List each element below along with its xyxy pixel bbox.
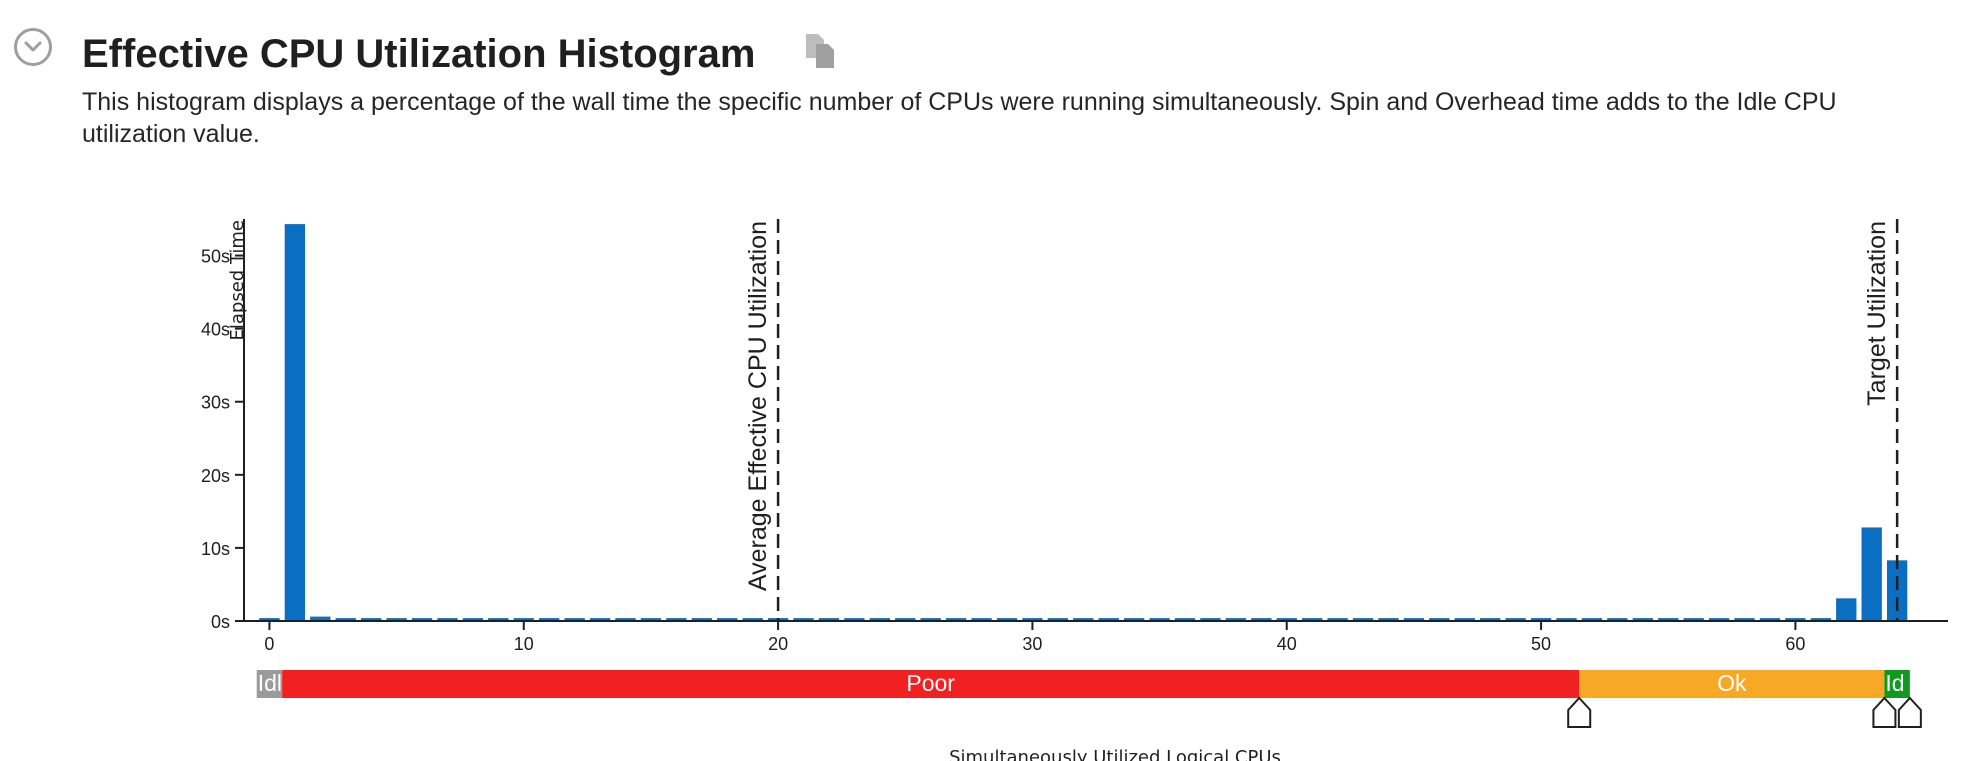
- histogram-bar[interactable]: [1454, 618, 1475, 621]
- histogram-bar[interactable]: [411, 618, 433, 621]
- histogram-bar[interactable]: [1556, 618, 1577, 621]
- histogram-bar[interactable]: [1225, 618, 1247, 621]
- histogram-bar[interactable]: [793, 618, 814, 621]
- histogram-bar[interactable]: [971, 618, 992, 621]
- threshold-handle[interactable]: [1567, 696, 1592, 728]
- threshold-handle[interactable]: [1897, 696, 1922, 728]
- histogram-bar[interactable]: [1327, 618, 1348, 621]
- x-tick-label: 60: [1785, 634, 1805, 654]
- section-description: This histogram displays a percentage of …: [82, 88, 1837, 148]
- histogram-bar[interactable]: [1352, 618, 1374, 621]
- histogram-bar[interactable]: [335, 618, 356, 621]
- histogram-bar[interactable]: [666, 618, 687, 621]
- histogram-bar[interactable]: [1861, 527, 1882, 621]
- histogram-bar[interactable]: [284, 224, 306, 621]
- y-tick-label: 10s: [201, 539, 230, 559]
- histogram-bar[interactable]: [895, 618, 916, 621]
- x-axis-label: Simultaneously Utilized Logical CPUs: [949, 747, 1281, 761]
- utilization-band: [1579, 670, 1885, 698]
- y-tick-label: 20s: [201, 466, 230, 486]
- y-tick-label: 40s: [201, 320, 230, 340]
- y-tick-label: 30s: [201, 393, 230, 413]
- histogram-bar[interactable]: [259, 618, 280, 621]
- histogram-bar[interactable]: [1607, 618, 1628, 621]
- histogram-bar[interactable]: [386, 618, 407, 621]
- histogram-bar[interactable]: [742, 618, 763, 621]
- histogram-bar[interactable]: [691, 618, 712, 621]
- histogram-bar[interactable]: [1378, 618, 1399, 621]
- x-tick-label: 20: [768, 634, 788, 654]
- histogram-bar[interactable]: [1403, 618, 1425, 621]
- histogram-bar[interactable]: [1785, 618, 1806, 621]
- histogram-bar[interactable]: [615, 618, 636, 621]
- histogram-bar[interactable]: [1505, 618, 1526, 621]
- histogram-bar[interactable]: [539, 618, 560, 621]
- histogram-bar[interactable]: [1276, 618, 1297, 621]
- histogram-bar[interactable]: [1530, 618, 1552, 621]
- histogram-bar[interactable]: [564, 618, 585, 621]
- histogram-bar[interactable]: [360, 618, 382, 621]
- chevron-down-circle-icon[interactable]: [14, 28, 52, 66]
- histogram-bar[interactable]: [844, 618, 865, 621]
- histogram-bar[interactable]: [1886, 560, 1908, 621]
- utilization-band-label: Id: [1885, 670, 1904, 696]
- x-tick-label: 40: [1277, 634, 1297, 654]
- x-tick-label: 50: [1531, 634, 1551, 654]
- histogram-bar[interactable]: [1200, 618, 1221, 621]
- histogram-bar[interactable]: [640, 618, 662, 621]
- histogram-bar[interactable]: [1708, 618, 1730, 621]
- histogram-bar[interactable]: [1251, 618, 1272, 621]
- histogram-bar[interactable]: [1174, 618, 1196, 621]
- histogram-bar[interactable]: [996, 618, 1018, 621]
- histogram-bar[interactable]: [717, 618, 738, 621]
- y-axis-label: Elapsed Time: [227, 220, 248, 340]
- utilization-band: [282, 670, 1580, 698]
- histogram-bar[interactable]: [1759, 618, 1781, 621]
- histogram-bar[interactable]: [462, 618, 484, 621]
- utilization-band: [1884, 670, 1910, 698]
- histogram-bar[interactable]: [1836, 598, 1857, 621]
- section-header: [14, 28, 52, 66]
- histogram-bar[interactable]: [1683, 618, 1704, 621]
- histogram-bar[interactable]: [437, 618, 458, 621]
- histogram-bar[interactable]: [1098, 618, 1119, 621]
- x-tick-label: 30: [1022, 634, 1042, 654]
- reference-line-label: Target Utilization: [1863, 221, 1891, 406]
- reference-line-label: Average Effective CPU Utilization: [744, 221, 772, 591]
- histogram-bar[interactable]: [488, 618, 509, 621]
- histogram-bar[interactable]: [1047, 618, 1069, 621]
- threshold-handle[interactable]: [1872, 696, 1897, 728]
- histogram-bar[interactable]: [310, 616, 331, 621]
- y-tick-label: 0s: [211, 612, 230, 632]
- histogram-bar[interactable]: [1022, 618, 1043, 621]
- histogram-bar[interactable]: [1123, 618, 1145, 621]
- histogram-bar[interactable]: [1734, 618, 1755, 621]
- histogram-bar[interactable]: [1302, 618, 1323, 621]
- utilization-band-label: Idl: [258, 670, 282, 696]
- histogram-bar[interactable]: [869, 618, 890, 621]
- histogram-bar[interactable]: [1149, 618, 1170, 621]
- histogram-bar[interactable]: [513, 618, 534, 621]
- y-tick-label: 50s: [201, 247, 230, 267]
- x-tick-label: 10: [514, 634, 534, 654]
- histogram-bar[interactable]: [920, 618, 941, 621]
- histogram-bar[interactable]: [589, 618, 611, 621]
- histogram-bar[interactable]: [945, 618, 967, 621]
- utilization-band-label: Poor: [906, 670, 955, 696]
- x-tick-label: 0: [264, 634, 274, 654]
- histogram-bar[interactable]: [1658, 618, 1679, 621]
- histogram-bar[interactable]: [1810, 618, 1832, 621]
- histogram-bar[interactable]: [1429, 618, 1450, 621]
- section-title: Effective CPU Utilization Histogram: [82, 32, 756, 76]
- histogram-bar[interactable]: [818, 618, 840, 621]
- histogram-bar[interactable]: [1073, 618, 1094, 621]
- utilization-band: [256, 670, 283, 698]
- histogram-bar[interactable]: [1581, 618, 1603, 621]
- utilization-band-label: Ok: [1717, 670, 1747, 696]
- histogram-bar[interactable]: [1480, 618, 1501, 621]
- histogram-bar[interactable]: [1632, 618, 1653, 621]
- copy-icon[interactable]: [804, 32, 840, 72]
